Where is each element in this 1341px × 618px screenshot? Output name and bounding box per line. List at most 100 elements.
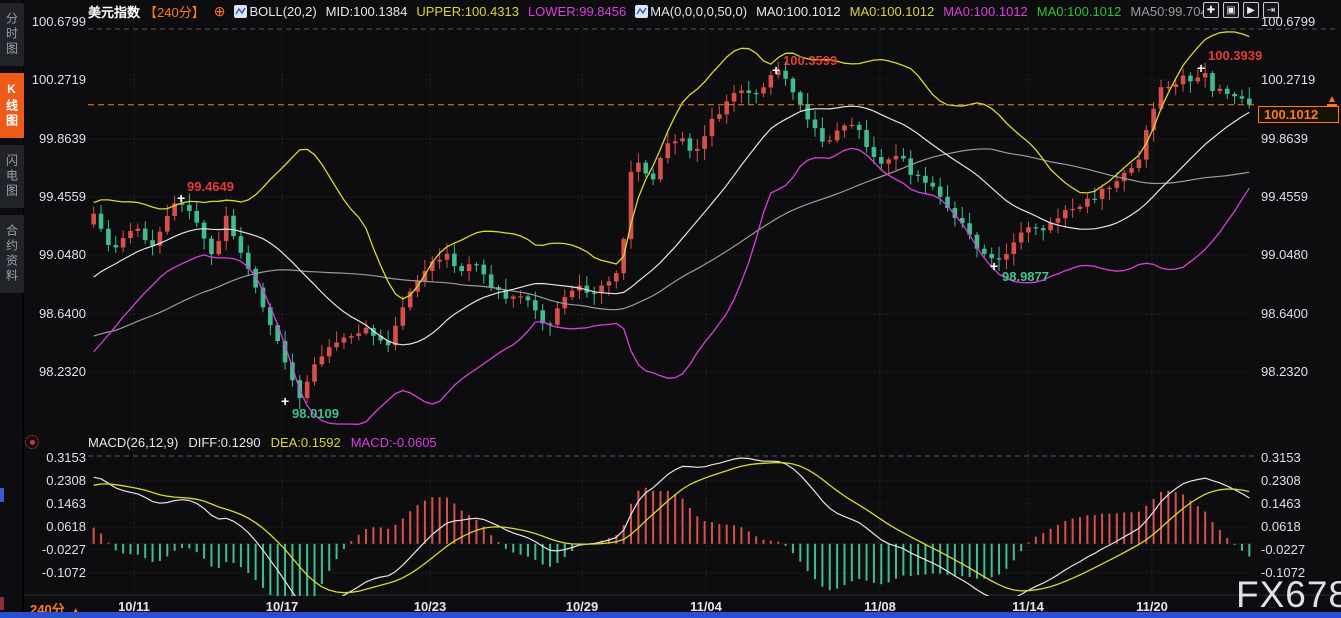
boll-name: BOLL(20,2) [249, 3, 317, 19]
candle [812, 119, 818, 129]
candle [518, 296, 523, 298]
candle [724, 101, 730, 115]
sidebar-item-label: 分时图 [4, 12, 19, 57]
playback-icon[interactable]: ▶ [1243, 2, 1259, 18]
candle [1114, 181, 1120, 188]
candle [746, 90, 752, 93]
candle [1143, 130, 1149, 160]
candle [223, 215, 229, 242]
candle [827, 140, 833, 142]
candle [363, 327, 369, 334]
candle [783, 70, 788, 79]
candle [680, 138, 685, 142]
candle [967, 223, 972, 235]
sidebar-item-label: 闪电图 [4, 154, 19, 199]
ma0-green-value: MA0:100.1012 [1036, 3, 1122, 19]
candle [452, 253, 457, 267]
go-to-latest-icon[interactable]: ⇥ [1263, 2, 1279, 18]
candle [510, 296, 516, 299]
candle [930, 182, 936, 187]
candle [1166, 86, 1171, 89]
candle [982, 248, 987, 254]
candle [1195, 77, 1201, 82]
candle [128, 230, 133, 239]
candle [1217, 88, 1223, 92]
candle [437, 259, 442, 262]
candle [1055, 218, 1061, 223]
candle [820, 128, 825, 142]
candle [194, 210, 200, 223]
candle [179, 203, 185, 205]
candle [658, 157, 663, 180]
candle [113, 245, 119, 248]
bottom-blue-strip [0, 612, 1341, 618]
candle [562, 297, 568, 309]
grid-layer [24, 22, 1341, 596]
candle [591, 292, 597, 294]
candle [547, 323, 553, 325]
candle [231, 215, 236, 237]
candle [636, 162, 641, 172]
candle [393, 325, 398, 346]
boll-indicator-icon[interactable] [234, 4, 248, 18]
candle [341, 337, 347, 343]
candle [687, 138, 693, 151]
candle [407, 291, 413, 308]
candle [1136, 159, 1142, 169]
candle [1232, 93, 1237, 97]
candle [753, 92, 759, 95]
candle [569, 290, 575, 298]
candle [290, 362, 295, 381]
sidebar-item-contract-info[interactable]: 合约资料 [0, 215, 24, 293]
scroll-mark-red [0, 597, 4, 610]
candle [1158, 87, 1164, 109]
candles-layer [91, 61, 1252, 410]
candle [275, 325, 280, 342]
candle [1121, 172, 1127, 182]
candle [1180, 75, 1186, 85]
candle [694, 148, 700, 151]
candle [901, 155, 906, 159]
candle [761, 87, 766, 94]
candle [466, 264, 472, 272]
symbol-name: 美元指数 [88, 4, 141, 20]
candle [164, 215, 170, 232]
sidebar-item-time-chart[interactable]: 分时图 [0, 3, 24, 66]
candle [120, 238, 126, 248]
ma-indicator-icon[interactable] [635, 4, 649, 18]
candle [996, 258, 1002, 260]
macd-diff-value: DIFF:0.1290 [188, 435, 261, 450]
candle [260, 287, 266, 308]
candle [937, 186, 943, 197]
candle [1099, 188, 1105, 199]
candle [893, 155, 899, 160]
price-scroll-arrow-icon[interactable]: ▲ [1327, 94, 1337, 106]
candle [1004, 253, 1009, 260]
macd-name: MACD(26,12,9) [88, 435, 179, 450]
candle [459, 266, 465, 272]
candle [150, 240, 155, 246]
add-indicator-icon[interactable]: ⊕ [213, 2, 226, 19]
boll-upper-value: UPPER:100.4313 [416, 3, 519, 19]
candle [842, 125, 847, 131]
candle [1202, 73, 1208, 78]
candle [805, 104, 810, 120]
axis-zoom-icon[interactable]: ▣ [1223, 2, 1239, 18]
candle [142, 228, 148, 241]
timeframe-label: 【240分】 [144, 4, 205, 20]
macd-alert-dot-icon[interactable] [25, 435, 39, 449]
candle [209, 238, 214, 255]
candle [1077, 206, 1083, 209]
sidebar-item-kline-chart[interactable]: K线图 [0, 73, 24, 138]
candle [474, 264, 479, 266]
sidebar-item-label: K线图 [4, 82, 19, 129]
candle [952, 208, 958, 218]
candle [444, 253, 450, 260]
triangle-up-icon: ▲ [71, 606, 81, 617]
candle [959, 217, 965, 224]
sidebar-item-lightning-chart[interactable]: 闪电图 [0, 145, 24, 208]
crosshair-icon[interactable]: ✚ [1203, 2, 1219, 18]
candle [1239, 96, 1245, 99]
candle [886, 159, 891, 164]
